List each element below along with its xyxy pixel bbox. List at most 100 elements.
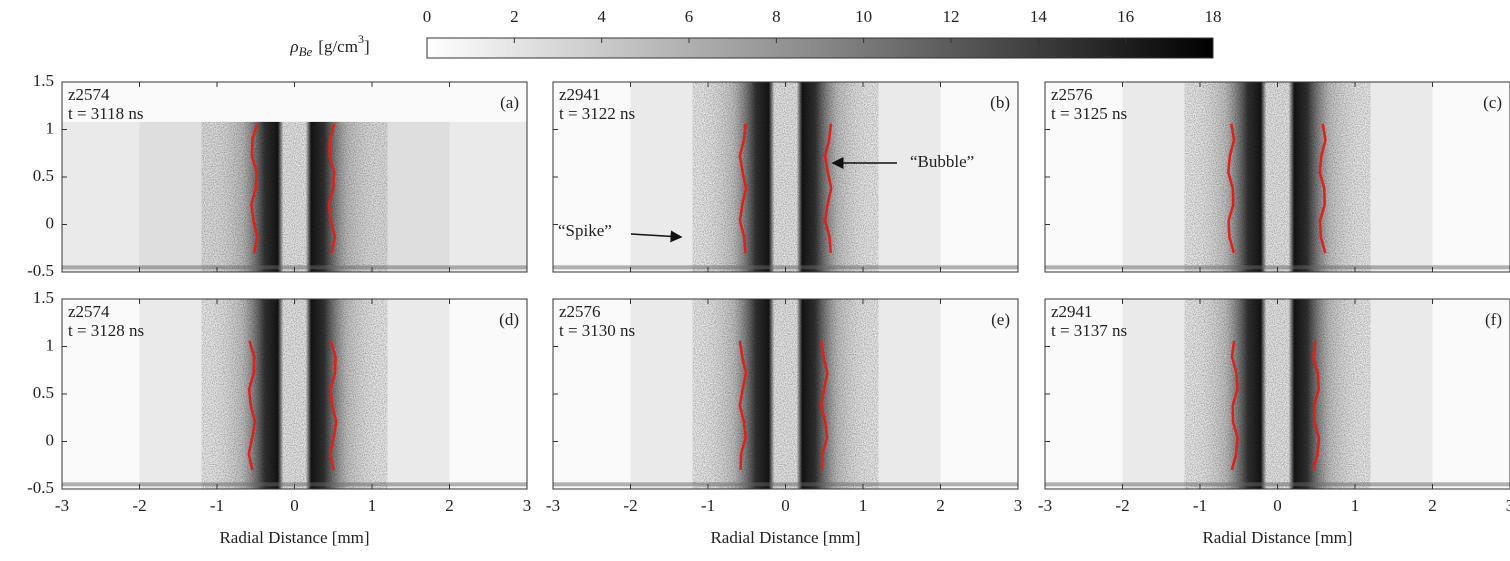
interface-line xyxy=(247,340,257,471)
y-tick-label: -0.5 xyxy=(27,261,54,280)
interface-line xyxy=(250,123,259,254)
y-tick-label: 1 xyxy=(46,335,55,354)
colorbar-tick-label: 18 xyxy=(1205,7,1222,26)
colorbar xyxy=(426,37,1214,59)
interface-line xyxy=(1227,123,1236,254)
x-tick-label: 2 xyxy=(1428,496,1437,515)
x-tick-label: 1 xyxy=(1351,496,1360,515)
x-tick-label: 0 xyxy=(781,496,790,515)
x-axis-label: Radial Distance [mm] xyxy=(219,528,369,547)
panel-letter: (d) xyxy=(499,310,519,329)
y-tick-label: 0.5 xyxy=(33,166,54,185)
texture xyxy=(692,82,879,272)
shot-id: z2574 xyxy=(68,85,110,104)
x-tick-label: 2 xyxy=(936,496,945,515)
colorbar-tick-label: 8 xyxy=(772,7,781,26)
colorbar-tick-label: 0 xyxy=(423,7,432,26)
texture xyxy=(1184,299,1371,489)
colorbar-tick-label: 4 xyxy=(597,7,606,26)
y-tick-label: 0 xyxy=(46,430,55,449)
x-tick-label: 0 xyxy=(290,496,299,515)
colorbar-tick-label: 12 xyxy=(943,7,960,26)
unit: [g/cm xyxy=(318,37,358,56)
colorbar-tick-label: 16 xyxy=(1117,7,1134,26)
subscript: Be xyxy=(299,44,313,59)
panel-letter: (e) xyxy=(991,310,1010,329)
x-tick-label: 1 xyxy=(859,496,868,515)
interface-line xyxy=(328,340,338,471)
panel-letter: (b) xyxy=(990,93,1010,112)
interface-line xyxy=(819,340,829,471)
time-label: t = 3122 ns xyxy=(559,104,635,123)
colorbar-label: ρBe [g/cm3] xyxy=(289,32,369,59)
density-image xyxy=(553,299,1018,489)
density-image xyxy=(62,82,527,272)
symbol: ρ xyxy=(289,37,298,56)
x-axis-label: Radial Distance [mm] xyxy=(1202,528,1352,547)
x-tick-label: -3 xyxy=(546,496,560,515)
x-tick-label: 3 xyxy=(1506,496,1510,515)
shot-id: z2941 xyxy=(1051,302,1093,321)
x-tick-label: -2 xyxy=(132,496,146,515)
panel-letter: (a) xyxy=(500,93,519,112)
unit-power: 3 xyxy=(358,32,364,46)
y-tick-label: 0 xyxy=(46,213,55,232)
spike-arrow xyxy=(630,230,683,243)
interface-line xyxy=(738,123,748,254)
texture xyxy=(201,299,388,489)
texture xyxy=(201,121,388,272)
x-tick-label: -3 xyxy=(1038,496,1052,515)
y-tick-label: 1.5 xyxy=(33,71,54,90)
time-label: t = 3130 ns xyxy=(559,321,635,340)
x-tick-label: -1 xyxy=(701,496,715,515)
shot-id: z2941 xyxy=(559,85,601,104)
shot-id: z2576 xyxy=(1051,85,1093,104)
colorbar-tick-label: 6 xyxy=(685,7,694,26)
colorbar-tick-label: 14 xyxy=(1030,7,1048,26)
panel: -3 -2 -1 0 1 2 3 -0.5 0 0.5 1 1.5 Radial Distance [m… xyxy=(27,288,531,547)
x-tick-label: 3 xyxy=(523,496,532,515)
x-tick-label: 3 xyxy=(1014,496,1023,515)
texture xyxy=(1184,82,1371,272)
y-tick-label: -0.5 xyxy=(27,478,54,497)
interface-line xyxy=(1230,340,1239,471)
x-tick-label: 2 xyxy=(445,496,454,515)
texture xyxy=(692,299,879,489)
x-tick-label: -2 xyxy=(623,496,637,515)
x-tick-label: 0 xyxy=(1273,496,1282,515)
unit-close: ] xyxy=(364,37,370,56)
x-tick-label: -1 xyxy=(210,496,224,515)
x-tick-label: -3 xyxy=(55,496,69,515)
panel-letter: (f) xyxy=(1485,310,1502,329)
shot-id: z2576 xyxy=(559,302,601,321)
y-tick-label: 1.5 xyxy=(33,288,54,307)
x-tick-label: -2 xyxy=(1115,496,1129,515)
bubble-annotation: “Bubble” xyxy=(910,152,974,171)
density-image xyxy=(1045,299,1510,489)
shot-id: z2574 xyxy=(68,302,110,321)
colorbar-tick-label: 10 xyxy=(855,7,872,26)
y-tick-label: 1 xyxy=(46,118,55,137)
spike-annotation: “Spike” xyxy=(558,221,612,240)
time-label: t = 3128 ns xyxy=(68,321,144,340)
interface-line xyxy=(1318,123,1327,254)
x-axis-label: Radial Distance [mm] xyxy=(710,528,860,547)
interface-line xyxy=(823,123,833,254)
panel-letter: (c) xyxy=(1483,93,1502,112)
time-label: t = 3118 ns xyxy=(68,104,144,123)
time-label: t = 3125 ns xyxy=(1051,104,1127,123)
x-tick-label: 1 xyxy=(368,496,377,515)
colorbar-tick-label: 2 xyxy=(510,7,519,26)
y-tick-label: 0.5 xyxy=(33,383,54,402)
x-tick-label: -1 xyxy=(1193,496,1207,515)
interface-line xyxy=(327,123,337,254)
density-image xyxy=(1045,82,1510,272)
interface-line xyxy=(1312,340,1321,471)
interface-line xyxy=(738,340,748,471)
